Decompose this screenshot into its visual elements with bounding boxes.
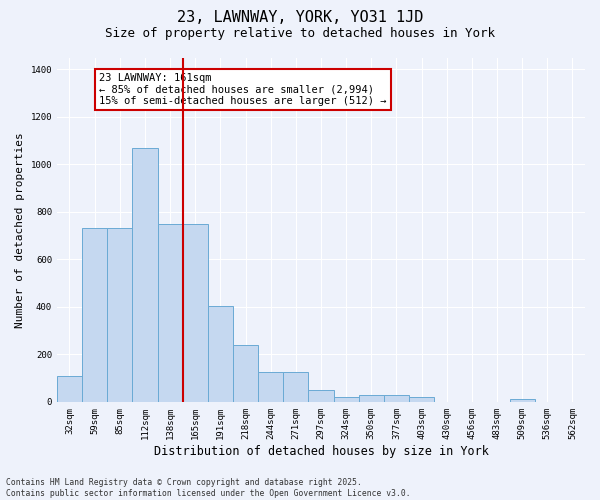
Bar [233, 345, 258, 402]
Bar [384, 394, 409, 402]
Bar [57, 376, 82, 402]
X-axis label: Distribution of detached houses by size in York: Distribution of detached houses by size … [154, 444, 488, 458]
Text: 23, LAWNWAY, YORK, YO31 1JD: 23, LAWNWAY, YORK, YO31 1JD [177, 10, 423, 25]
Text: 23 LAWNWAY: 161sqm
← 85% of detached houses are smaller (2,994)
15% of semi-deta: 23 LAWNWAY: 161sqm ← 85% of detached hou… [99, 73, 386, 106]
Bar [133, 148, 158, 402]
Bar [308, 390, 334, 402]
Bar [82, 228, 107, 402]
Bar [409, 397, 434, 402]
Bar [208, 306, 233, 402]
Bar [334, 397, 359, 402]
Y-axis label: Number of detached properties: Number of detached properties [15, 132, 25, 328]
Bar [283, 372, 308, 402]
Bar [158, 224, 182, 402]
Bar [182, 224, 208, 402]
Bar [258, 372, 283, 402]
Bar [359, 394, 384, 402]
Bar [107, 228, 133, 402]
Text: Size of property relative to detached houses in York: Size of property relative to detached ho… [105, 28, 495, 40]
Text: Contains HM Land Registry data © Crown copyright and database right 2025.
Contai: Contains HM Land Registry data © Crown c… [6, 478, 410, 498]
Bar [509, 400, 535, 402]
